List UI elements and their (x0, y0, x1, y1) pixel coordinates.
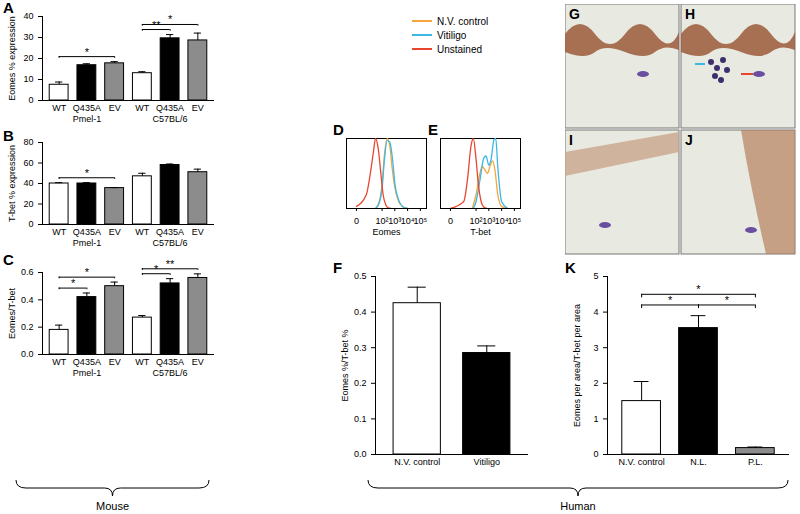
svg-text:I: I (569, 132, 573, 148)
svg-text:1: 1 (593, 414, 598, 424)
svg-text:4: 4 (593, 307, 598, 317)
svg-text:3: 3 (593, 343, 598, 353)
svg-text:5: 5 (593, 271, 598, 281)
svg-text:WT: WT (52, 227, 66, 237)
svg-text:EV: EV (192, 357, 204, 367)
svg-text:*: * (85, 266, 90, 278)
svg-text:EV: EV (192, 227, 204, 237)
svg-text:*: * (85, 46, 90, 58)
svg-text:30: 30 (23, 32, 33, 42)
html-text:E: E (428, 121, 438, 138)
svg-text:0.3: 0.3 (354, 343, 367, 353)
svg-text:N.L.: N.L. (690, 457, 707, 467)
svg-text:10⁵: 10⁵ (414, 216, 428, 226)
svg-text:Q435A: Q435A (156, 357, 184, 367)
svg-text:*: * (154, 263, 159, 275)
svg-text:20: 20 (23, 53, 33, 63)
svg-text:Eomes per area/T-bet per area: Eomes per area/T-bet per area (572, 304, 582, 427)
svg-text:*: * (85, 167, 90, 179)
svg-text:Q435A: Q435A (156, 227, 184, 237)
html-text:C: C (3, 251, 14, 268)
svg-text:0.6: 0.6 (21, 267, 34, 277)
svg-text:P.L.: P.L. (748, 457, 763, 467)
svg-text:WT: WT (135, 227, 149, 237)
svg-text:*: * (168, 13, 173, 25)
svg-text:N.V. control: N.V. control (394, 457, 440, 467)
svg-text:Q435A: Q435A (73, 357, 101, 367)
svg-text:WT: WT (135, 357, 149, 367)
svg-text:0.0: 0.0 (21, 349, 34, 359)
svg-text:H: H (685, 6, 695, 22)
svg-text:0.4: 0.4 (21, 295, 34, 305)
svg-text:*: * (668, 294, 673, 306)
svg-text:EV: EV (109, 357, 121, 367)
html-text:Vitiligo: Vitiligo (437, 29, 467, 41)
svg-text:80: 80 (23, 137, 33, 147)
html-text:F: F (333, 259, 343, 276)
svg-text:0: 0 (593, 449, 598, 459)
svg-text:0.4: 0.4 (354, 307, 367, 317)
svg-text:2: 2 (593, 378, 598, 388)
html-text:K: K (565, 259, 576, 276)
svg-text:Pmel-1: Pmel-1 (73, 238, 102, 248)
svg-text:J: J (685, 132, 693, 148)
svg-text:60: 60 (23, 158, 33, 168)
svg-text:10⁴: 10⁴ (400, 215, 415, 226)
svg-text:Q435A: Q435A (73, 227, 101, 237)
svg-text:0: 0 (354, 216, 359, 226)
svg-text:0: 0 (28, 219, 33, 229)
svg-text:Pmel-1: Pmel-1 (73, 114, 102, 124)
svg-text:WT: WT (135, 103, 149, 113)
svg-text:Q435A: Q435A (156, 103, 184, 113)
svg-text:0.2: 0.2 (21, 322, 34, 332)
svg-text:C57BL/6: C57BL/6 (153, 368, 188, 378)
svg-text:10: 10 (23, 74, 33, 84)
svg-text:Eomes % expression: Eomes % expression (7, 16, 17, 101)
svg-text:0: 0 (28, 95, 33, 105)
svg-text:*: * (71, 277, 76, 289)
svg-text:Human: Human (560, 500, 595, 512)
svg-text:Vitiligo: Vitiligo (474, 457, 500, 467)
html-text:B: B (3, 127, 14, 144)
svg-text:10³: 10³ (482, 216, 495, 226)
svg-text:10²: 10² (470, 216, 483, 226)
svg-text:T-bet: T-bet (470, 227, 491, 237)
svg-text:*: * (696, 283, 701, 295)
svg-text:0.0: 0.0 (354, 449, 367, 459)
svg-text:10³: 10³ (388, 216, 401, 226)
svg-text:Mouse: Mouse (96, 500, 129, 512)
svg-text:N.V. control: N.V. control (619, 457, 665, 467)
svg-text:40: 40 (23, 178, 33, 188)
html-text:N.V. control: N.V. control (437, 15, 489, 27)
svg-text:Eomes %/T-bet %: Eomes %/T-bet % (340, 329, 350, 401)
html-text:Unstained: Unstained (437, 43, 482, 55)
svg-text:Pmel-1: Pmel-1 (73, 368, 102, 378)
svg-text:C57BL/6: C57BL/6 (153, 238, 188, 248)
svg-text:Q435A: Q435A (73, 103, 101, 113)
svg-text:C57BL/6: C57BL/6 (153, 114, 188, 124)
html-text:A: A (3, 0, 14, 16)
svg-text:0: 0 (448, 216, 453, 226)
svg-text:T-bet % expression: T-bet % expression (7, 145, 17, 222)
svg-text:0.5: 0.5 (354, 271, 367, 281)
svg-text:Eomes/T-bet: Eomes/T-bet (7, 287, 17, 339)
svg-text:20: 20 (23, 199, 33, 209)
svg-text:WT: WT (52, 103, 66, 113)
svg-text:10⁴: 10⁴ (494, 215, 509, 226)
svg-text:WT: WT (52, 357, 66, 367)
svg-text:*: * (725, 294, 730, 306)
svg-text:0.2: 0.2 (354, 378, 367, 388)
svg-text:Eomes: Eomes (372, 227, 401, 237)
html-text:D: D (333, 121, 344, 138)
svg-text:EV: EV (109, 103, 121, 113)
svg-text:10²: 10² (376, 216, 389, 226)
svg-text:G: G (569, 6, 580, 22)
svg-text:EV: EV (192, 103, 204, 113)
svg-text:40: 40 (23, 11, 33, 21)
svg-text:0.1: 0.1 (354, 414, 367, 424)
svg-text:10⁵: 10⁵ (508, 216, 522, 226)
svg-text:**: ** (166, 258, 175, 270)
svg-text:**: ** (152, 19, 161, 31)
svg-text:EV: EV (109, 227, 121, 237)
